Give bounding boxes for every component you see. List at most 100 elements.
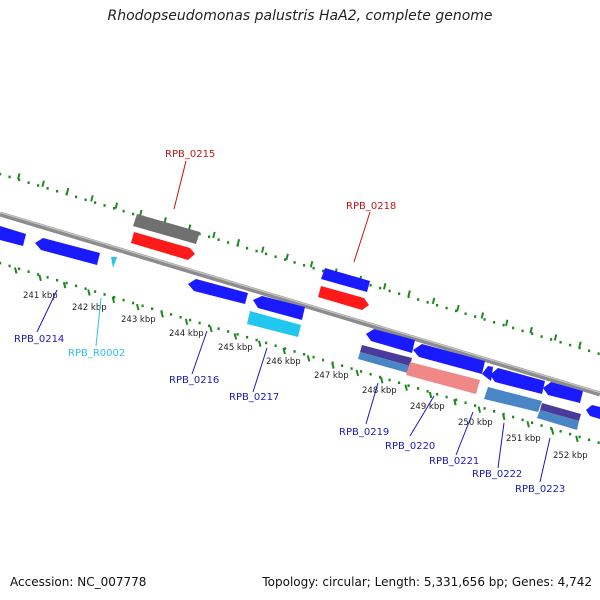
- ruler-tick: [261, 246, 265, 253]
- gene-feature[interactable]: [253, 296, 305, 320]
- kbp-label: 248 kbp: [362, 386, 397, 396]
- ruler-dot: [550, 338, 553, 341]
- ruler-dot: [265, 252, 268, 256]
- ruler-dot: [113, 296, 116, 299]
- gene-label-rpb-0223[interactable]: RPB_0223: [515, 484, 565, 495]
- ruler-tick: [258, 340, 262, 347]
- ruler-dot: [341, 364, 344, 367]
- gene-feature[interactable]: [321, 268, 370, 292]
- gene-label-rpb-0220[interactable]: RPB_0220: [385, 441, 435, 452]
- ruler-dot: [274, 344, 277, 348]
- ruler-tick: [160, 311, 164, 318]
- ruler-dot: [445, 306, 448, 310]
- ruler-dot: [27, 181, 30, 184]
- kbp-label: 242 kbp: [72, 303, 107, 313]
- ruler-dot: [493, 410, 496, 413]
- ruler-tick: [553, 334, 558, 341]
- gene-feature[interactable]: [360, 345, 412, 366]
- ruler-dot: [483, 318, 486, 321]
- gene-feature[interactable]: [111, 257, 117, 268]
- ruler-dot: [37, 273, 40, 276]
- ruler-dot: [426, 390, 429, 393]
- ruler-dot: [103, 204, 106, 207]
- ruler-tick: [41, 180, 45, 187]
- gene-feature[interactable]: [406, 362, 480, 394]
- ruler-dot: [398, 292, 401, 296]
- backbone-highlight: [0, 211, 600, 394]
- ruler-dot: [217, 238, 220, 241]
- gene-feature[interactable]: [358, 352, 410, 373]
- ruler-tick: [212, 231, 216, 239]
- ruler-dot: [322, 269, 325, 273]
- gene-feature[interactable]: [490, 368, 545, 394]
- gene-label-rpb-0222[interactable]: RPB_0222: [472, 469, 522, 480]
- ruler-tick: [306, 355, 311, 362]
- gene-feature[interactable]: [0, 226, 26, 246]
- ruler-dot: [246, 335, 249, 339]
- gene-feature[interactable]: [484, 387, 542, 412]
- ruler-dot: [369, 372, 372, 376]
- ruler-dot: [369, 283, 372, 287]
- ruler-dot: [37, 184, 40, 187]
- inner-ruler: [0, 261, 600, 444]
- gene-feature[interactable]: [413, 344, 485, 374]
- gene-label-rpb-0216[interactable]: RPB_0216: [169, 375, 219, 386]
- gene-feature[interactable]: [482, 366, 493, 381]
- ruler-dot: [170, 313, 173, 316]
- leader-line: [353, 211, 371, 263]
- ruler-dot: [141, 304, 144, 308]
- ruler-dot: [46, 276, 49, 279]
- ruler-tick: [184, 318, 189, 325]
- gene-feature[interactable]: [366, 329, 415, 353]
- gene-feature[interactable]: [318, 286, 369, 310]
- ruler-tick: [431, 297, 436, 305]
- ruler-tick: [453, 399, 457, 406]
- gene-label-rpb-0215[interactable]: RPB_0215: [165, 149, 215, 160]
- ruler-dot: [303, 353, 306, 356]
- gene-feature[interactable]: [540, 403, 581, 421]
- ruler-dot: [388, 378, 391, 382]
- ruler-dot: [217, 327, 220, 330]
- kbp-label: 250 kbp: [458, 418, 493, 428]
- gene-label-rpb-0219[interactable]: RPB_0219: [339, 427, 389, 438]
- ruler-dot: [531, 421, 534, 424]
- ruler-dot: [103, 293, 106, 296]
- gene-label-rpb-0214[interactable]: RPB_0214: [14, 334, 64, 345]
- ruler-dot: [293, 261, 296, 264]
- ruler-dot: [122, 209, 125, 213]
- ruler-dot: [483, 407, 486, 410]
- ruler-dot: [84, 287, 87, 291]
- ruler-tick: [383, 282, 387, 290]
- ruler-dot: [227, 330, 230, 333]
- gene-feature[interactable]: [543, 382, 583, 403]
- gene-feature[interactable]: [247, 311, 301, 337]
- kbp-label: 252 kbp: [553, 451, 588, 461]
- ruler-tick: [111, 296, 116, 304]
- ruler-dot: [531, 332, 534, 335]
- ruler-dot: [227, 241, 230, 244]
- gene-label-rpb-0221[interactable]: RPB_0221: [429, 456, 479, 467]
- ruler-dot: [293, 350, 296, 353]
- ruler-dot: [179, 315, 182, 319]
- gene-feature[interactable]: [131, 232, 195, 260]
- gene-feature[interactable]: [133, 214, 200, 244]
- kbp-label: 241 kbp: [23, 291, 58, 301]
- ruler-dot: [388, 289, 391, 293]
- ruler-tick: [90, 195, 94, 202]
- gene-label-rpb-0217[interactable]: RPB_0217: [229, 392, 279, 403]
- gene-feature[interactable]: [188, 279, 248, 304]
- ruler-dot: [246, 246, 249, 250]
- ruler-dot: [455, 398, 458, 402]
- gene-feature[interactable]: [586, 405, 600, 419]
- ruler-dot: [18, 267, 21, 271]
- gene-feature[interactable]: [537, 410, 579, 430]
- gene-feature[interactable]: [35, 238, 100, 265]
- ruler-tick: [480, 312, 485, 319]
- ruler-tick: [502, 413, 506, 421]
- ruler-dot: [569, 343, 572, 347]
- ruler-tick: [526, 420, 530, 428]
- gene-label-rpb-r0002[interactable]: RPB_R0002: [68, 348, 125, 359]
- ruler-dot: [398, 381, 401, 385]
- gene-label-rpb-0218[interactable]: RPB_0218: [346, 201, 396, 212]
